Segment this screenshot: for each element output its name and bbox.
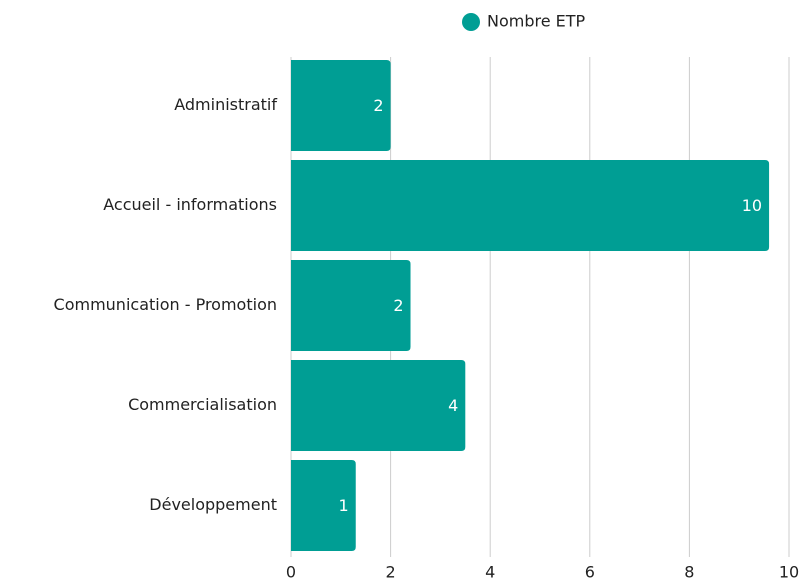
x-tick-label: 2 bbox=[386, 563, 396, 582]
legend-label: Nombre ETP bbox=[487, 12, 586, 31]
data-label: 2 bbox=[393, 296, 403, 315]
data-label: 2 bbox=[373, 96, 383, 115]
bar bbox=[291, 260, 411, 351]
data-label: 10 bbox=[742, 196, 762, 215]
legend-marker bbox=[462, 13, 480, 31]
bar bbox=[291, 360, 466, 451]
y-tick-label: Développement bbox=[149, 495, 277, 514]
data-label: 1 bbox=[339, 496, 349, 515]
x-tick-label: 8 bbox=[684, 563, 694, 582]
y-tick-label: Commercialisation bbox=[128, 395, 277, 414]
y-tick-label: Communication - Promotion bbox=[54, 295, 277, 314]
data-label: 4 bbox=[448, 396, 458, 415]
x-tick-label: 10 bbox=[779, 563, 799, 582]
x-tick-label: 4 bbox=[485, 563, 495, 582]
x-tick-label: 6 bbox=[585, 563, 595, 582]
bar bbox=[291, 60, 391, 151]
y-tick-label: Administratif bbox=[174, 95, 277, 114]
bar bbox=[291, 160, 770, 251]
bar bbox=[291, 460, 356, 551]
y-tick-label: Accueil - informations bbox=[103, 195, 277, 214]
x-tick-label: 0 bbox=[286, 563, 296, 582]
